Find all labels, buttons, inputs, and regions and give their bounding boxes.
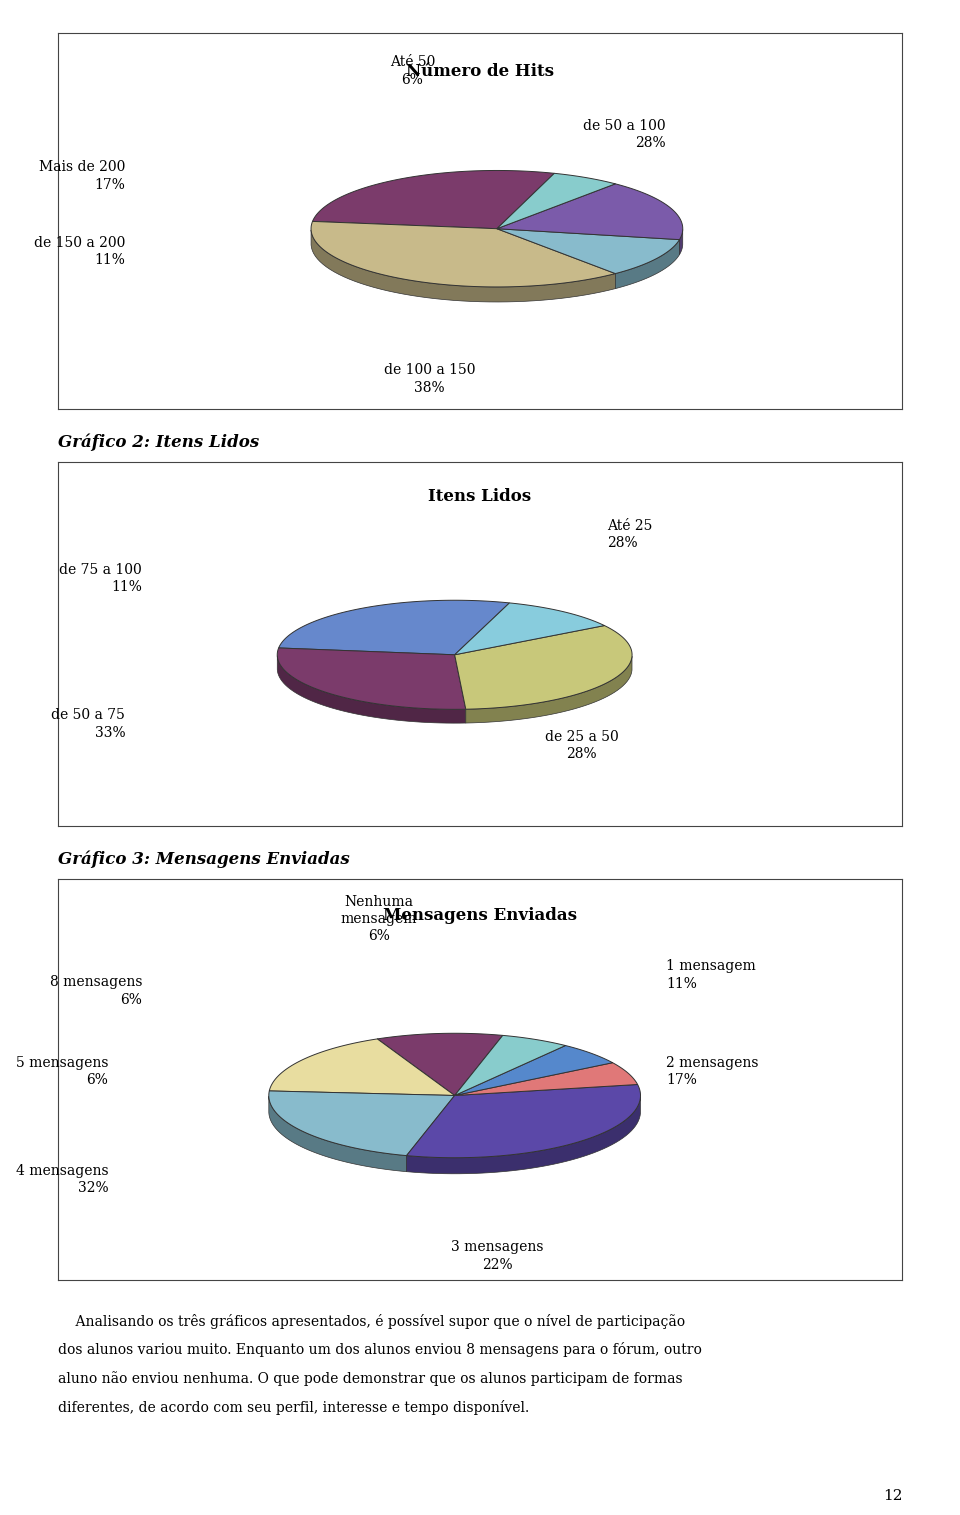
Polygon shape — [277, 656, 466, 723]
Polygon shape — [278, 600, 510, 654]
Text: de 50 a 75
33%: de 50 a 75 33% — [51, 708, 125, 739]
Text: Analisando os três gráficos apresentados, é possível supor que o nível de partic: Analisando os três gráficos apresentados… — [58, 1314, 684, 1329]
Polygon shape — [455, 626, 632, 709]
Polygon shape — [680, 230, 683, 255]
Text: Número de Hits: Número de Hits — [406, 64, 554, 80]
Text: 8 mensagens
6%: 8 mensagens 6% — [50, 976, 142, 1007]
Text: 3 mensagens
22%: 3 mensagens 22% — [450, 1241, 543, 1271]
Polygon shape — [269, 1091, 455, 1156]
Text: 1 mensagem
11%: 1 mensagem 11% — [666, 959, 756, 991]
Polygon shape — [497, 183, 683, 239]
Text: Mensagens Enviadas: Mensagens Enviadas — [383, 907, 577, 924]
Text: 12: 12 — [883, 1489, 902, 1503]
Text: Gráfico 3: Mensagens Enviadas: Gráfico 3: Mensagens Enviadas — [58, 850, 349, 868]
Polygon shape — [455, 1045, 612, 1095]
Polygon shape — [497, 229, 680, 274]
Text: de 25 a 50
28%: de 25 a 50 28% — [544, 730, 618, 762]
Polygon shape — [406, 1085, 640, 1157]
Text: de 100 a 150
38%: de 100 a 150 38% — [384, 364, 475, 394]
Polygon shape — [311, 230, 615, 301]
Text: Até 50
6%: Até 50 6% — [390, 55, 435, 86]
Text: Até 25
28%: Até 25 28% — [607, 520, 652, 550]
Polygon shape — [406, 1097, 640, 1174]
Polygon shape — [455, 603, 605, 654]
Polygon shape — [497, 173, 615, 229]
Polygon shape — [313, 171, 554, 229]
Text: diferentes, de acordo com seu perfil, interesse e tempo disponível.: diferentes, de acordo com seu perfil, in… — [58, 1400, 529, 1415]
Text: 4 mensagens
32%: 4 mensagens 32% — [15, 1164, 108, 1195]
Polygon shape — [466, 656, 632, 723]
Text: dos alunos variou muito. Enquanto um dos alunos enviou 8 mensagens para o fórum,: dos alunos variou muito. Enquanto um dos… — [58, 1342, 702, 1357]
Text: de 150 a 200
11%: de 150 a 200 11% — [34, 236, 125, 267]
Polygon shape — [377, 1033, 503, 1095]
Text: de 50 a 100
28%: de 50 a 100 28% — [584, 120, 666, 150]
Text: 2 mensagens
17%: 2 mensagens 17% — [666, 1056, 758, 1088]
Text: Gráfico 2: Itens Lidos: Gráfico 2: Itens Lidos — [58, 433, 259, 451]
Text: aluno não enviou nenhuma. O que pode demonstrar que os alunos participam de form: aluno não enviou nenhuma. O que pode dem… — [58, 1371, 683, 1386]
Text: Nenhuma
mensagem
6%: Nenhuma mensagem 6% — [341, 894, 417, 944]
Polygon shape — [270, 1039, 455, 1095]
Text: Mais de 200
17%: Mais de 200 17% — [38, 161, 125, 192]
Polygon shape — [311, 221, 615, 286]
Polygon shape — [455, 1062, 637, 1095]
Text: Itens Lidos: Itens Lidos — [428, 488, 532, 504]
Polygon shape — [269, 1097, 406, 1171]
Polygon shape — [615, 239, 680, 288]
Polygon shape — [455, 1035, 565, 1095]
Text: 5 mensagens
6%: 5 mensagens 6% — [15, 1056, 108, 1088]
Text: de 75 a 100
11%: de 75 a 100 11% — [60, 562, 142, 594]
Polygon shape — [277, 648, 466, 709]
